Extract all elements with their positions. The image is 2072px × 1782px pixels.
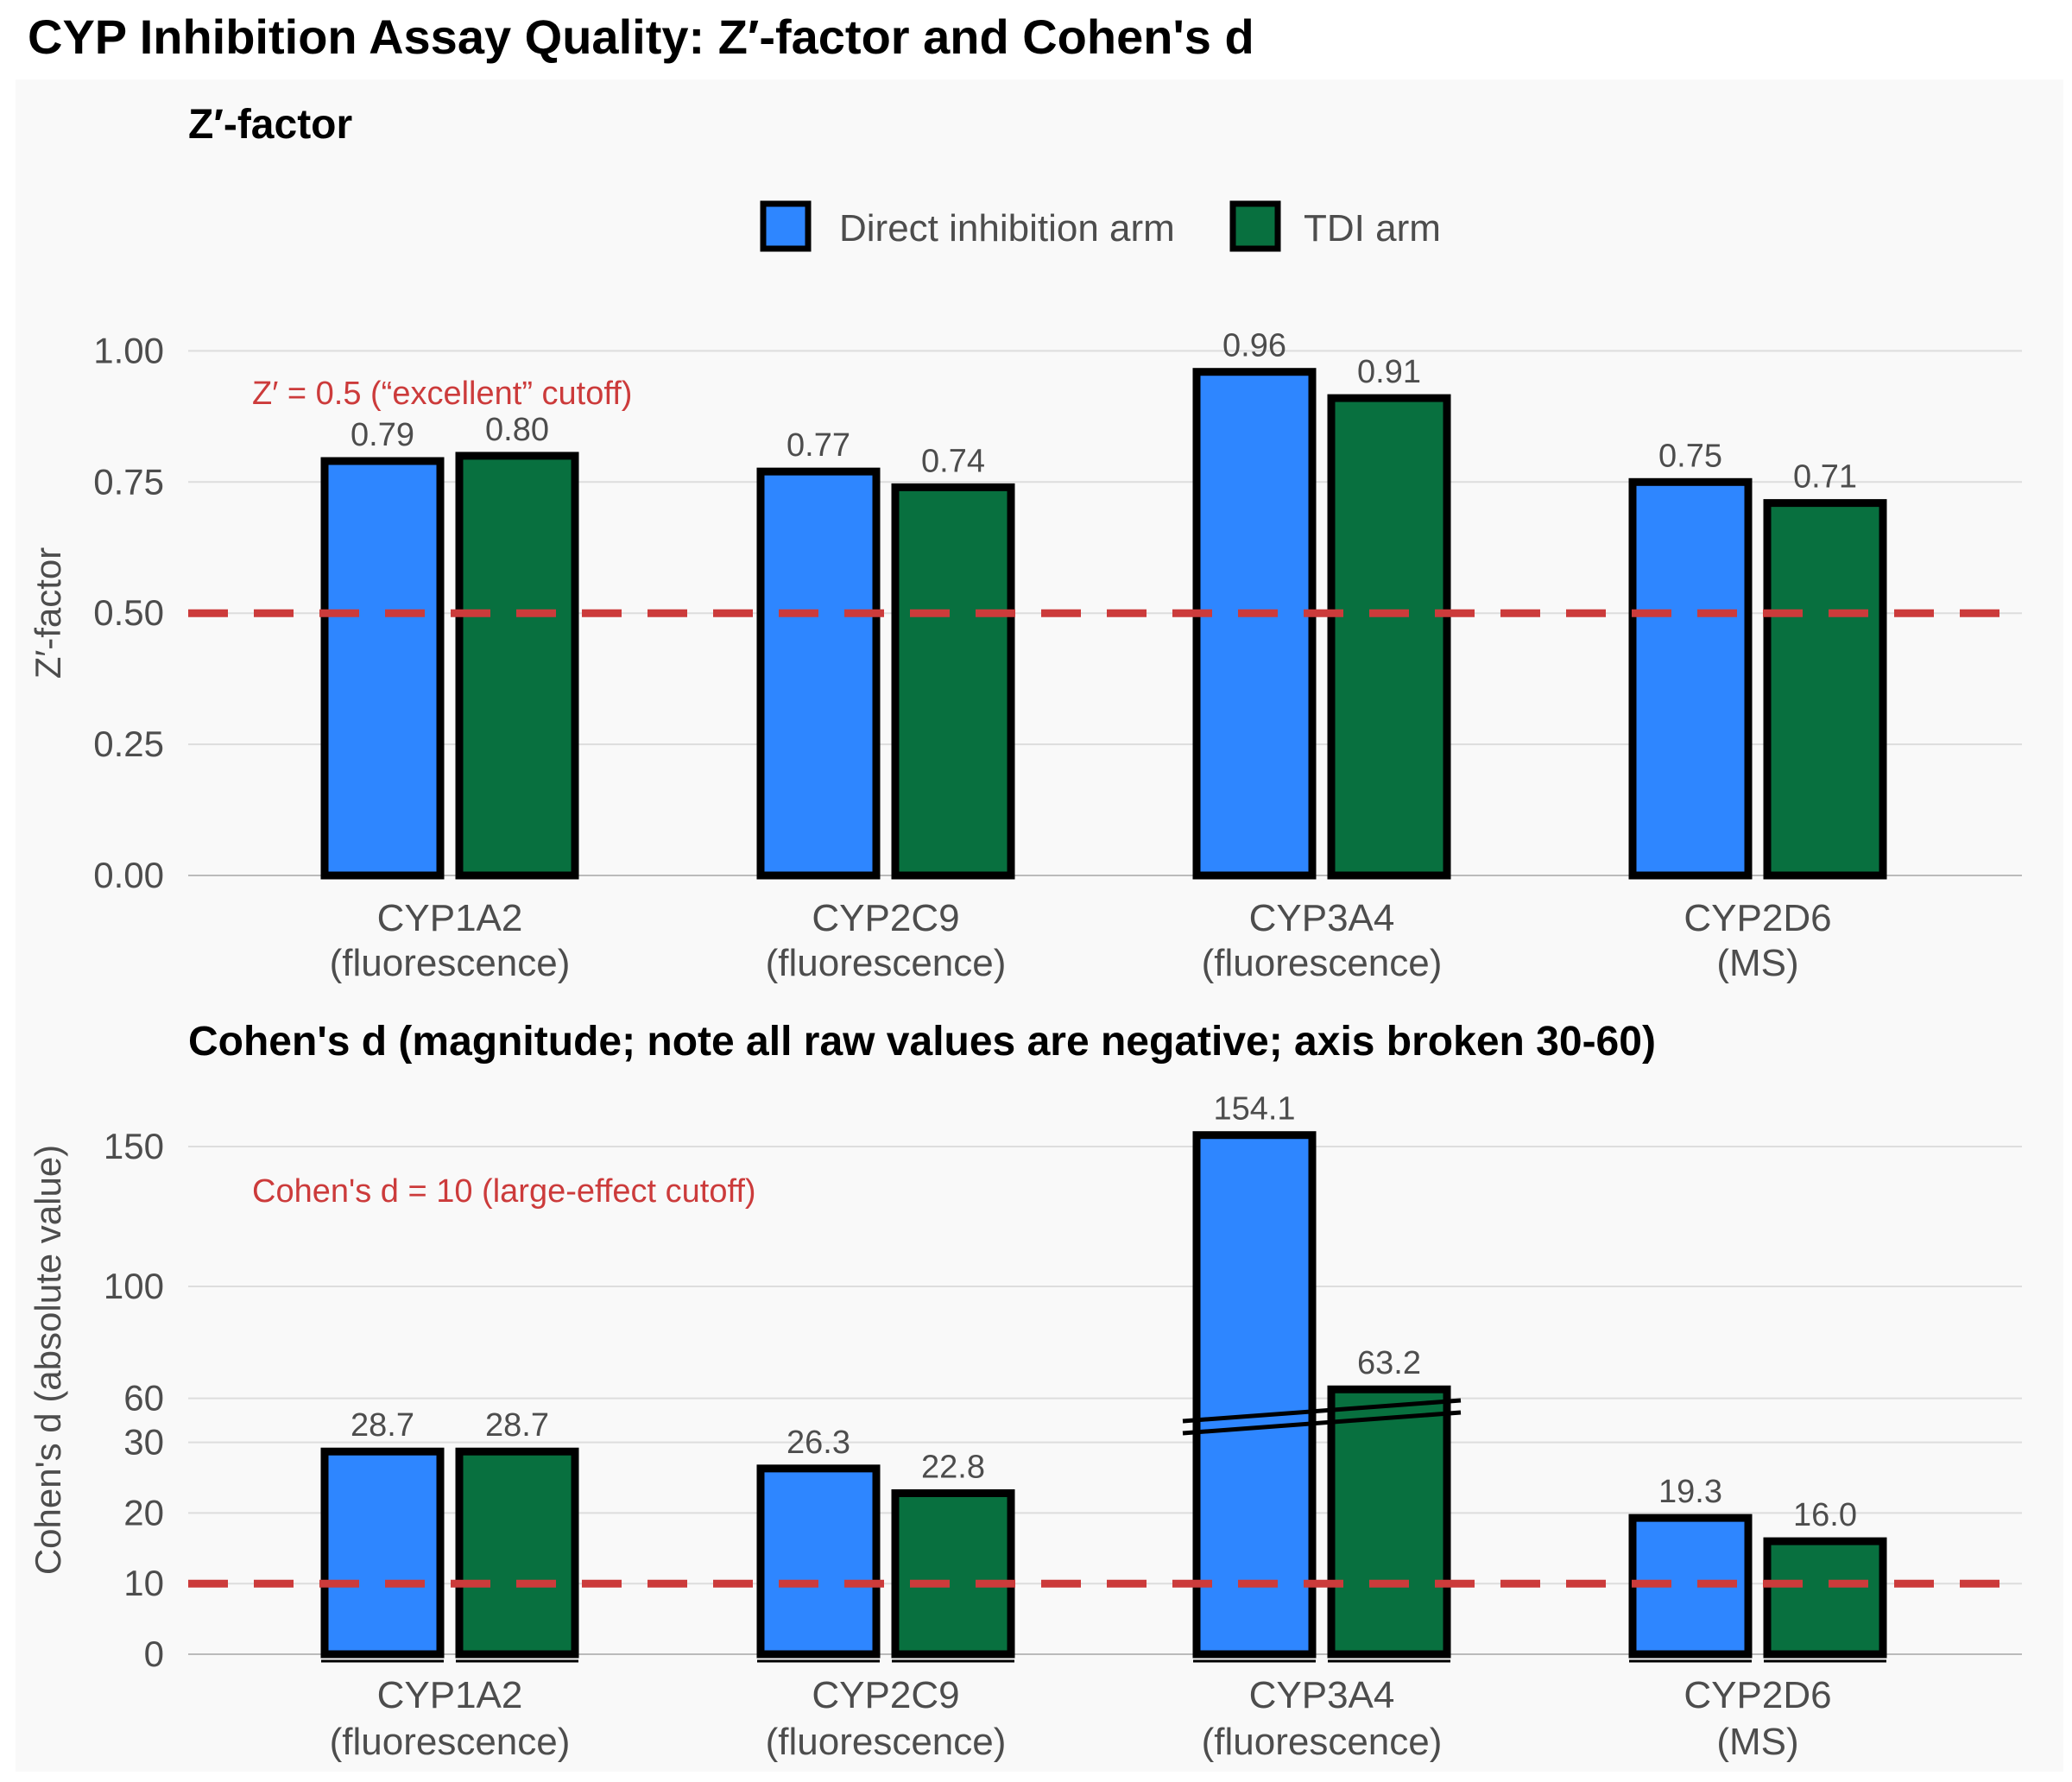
legend: Direct inhibition arm TDI arm: [760, 200, 1441, 252]
zprime-x-tick-label: CYP2C9: [812, 897, 959, 939]
legend-swatch-direct: [760, 200, 812, 252]
zprime-panel: Z′-factor Z′-factor 0.00 0.25 0.50 0.75 1.00 0.…: [28, 102, 2022, 984]
cohens-d-bar-value-label: 16.0: [1793, 1497, 1857, 1533]
zprime-bar-value-label: 0.96: [1222, 328, 1286, 364]
axis-break-marker: [1182, 1398, 1462, 1424]
zprime-bar-tdi: [455, 452, 579, 880]
cohens-d-x-tick-sublabel: (fluorescence): [766, 1721, 1007, 1763]
cohens-d-bar-value-label: 26.3: [786, 1425, 850, 1461]
cohens-d-y-tick-label: 20: [123, 1492, 164, 1532]
cohens-d-reference-label: Cohen's d = 10 (large-effect cutoff): [252, 1173, 756, 1210]
cohens-d-bar-tdi: [891, 1488, 1015, 1659]
zprime-bar-value-label: 0.75: [1658, 438, 1722, 474]
zprime-bar-direct: [1628, 477, 1753, 880]
zprime-bar-direct: [320, 457, 445, 880]
zprime-x-tick-sublabel: (fluorescence): [1202, 942, 1443, 984]
cohens-d-y-tick-label: 30: [123, 1422, 164, 1463]
cohens-d-panel-title: Cohen's d (magnitude; note all raw value…: [188, 1019, 1656, 1065]
legend-swatch-tdi: [1229, 200, 1281, 252]
cohens-d-bar-tdi: [1763, 1537, 1887, 1659]
zprime-x-tick-sublabel: (fluorescence): [330, 942, 571, 984]
cohens-d-x-tick-sublabel: (MS): [1716, 1721, 1798, 1763]
cohens-d-panel: Cohen's d (magnitude; note all raw value…: [28, 1019, 2022, 1763]
cohens-d-x-tick-sublabel: (fluorescence): [330, 1721, 571, 1763]
zprime-bar-value-label: 0.79: [351, 417, 414, 453]
cohens-d-x-tick-label: CYP3A4: [1249, 1674, 1395, 1716]
zprime-x-tick-label: CYP3A4: [1249, 897, 1395, 939]
zprime-y-tick-label: 0.00: [93, 855, 164, 895]
cohens-d-x-tick-sublabel: (fluorescence): [1202, 1721, 1443, 1763]
cohens-d-x-tick-label: CYP1A2: [377, 1674, 523, 1716]
cohens-d-bar-direct: [1192, 1131, 1317, 1659]
cohens-d-y-axis-label: Cohen's d (absolute value): [28, 1145, 68, 1575]
cohens-d-bar-tdi: [455, 1447, 579, 1659]
axis-break-marker: [1182, 1410, 1462, 1436]
cohens-d-bar-direct: [756, 1464, 881, 1659]
zprime-bar-tdi: [891, 483, 1015, 880]
legend-label-tdi: TDI arm: [1304, 207, 1441, 250]
cohens-d-x-tick-label: CYP2D6: [1684, 1674, 1831, 1716]
cohens-d-y-tick-label: 60: [123, 1378, 164, 1419]
cohens-d-bar-value-label: 19.3: [1658, 1474, 1722, 1510]
zprime-y-tick-label: 0.50: [93, 592, 164, 633]
zprime-y-tick-label: 1.00: [93, 330, 164, 370]
zprime-y-tick-label: 0.75: [93, 461, 164, 502]
zprime-x-tick-sublabel: (MS): [1716, 942, 1798, 984]
zprime-bar-direct: [1192, 368, 1317, 880]
cohens-d-bar-value-label: 28.7: [351, 1407, 414, 1444]
zprime-bar-value-label: 0.80: [485, 412, 549, 448]
cohens-d-y-tick-label: 10: [123, 1563, 164, 1603]
cohens-d-bar-value-label: 154.1: [1213, 1091, 1295, 1128]
cohens-d-y-tick-label: 100: [104, 1266, 164, 1306]
zprime-bar-value-label: 0.77: [786, 427, 850, 464]
legend-label-direct: Direct inhibition arm: [839, 207, 1175, 250]
zprime-bar-tdi: [1763, 499, 1887, 880]
zprime-y-axis-label: Z′-factor: [28, 547, 68, 679]
cohens-d-bar-tdi: [1327, 1385, 1451, 1659]
zprime-x-tick-label: CYP2D6: [1684, 897, 1831, 939]
figure-title: CYP Inhibition Assay Quality: Z′-factor …: [28, 9, 1254, 64]
zprime-reference-label: Z′ = 0.5 (“excellent” cutoff): [252, 376, 632, 412]
zprime-bar-value-label: 0.71: [1793, 459, 1857, 496]
cohens-d-bar-value-label: 22.8: [921, 1449, 985, 1485]
zprime-x-tick-sublabel: (fluorescence): [766, 942, 1007, 984]
cohens-d-y-tick-label: 150: [104, 1126, 164, 1166]
zprime-panel-title: Z′-factor: [188, 102, 352, 148]
cohens-d-x-tick-label: CYP2C9: [812, 1674, 959, 1716]
zprime-bar-value-label: 0.74: [921, 443, 985, 479]
cohens-d-y-tick-label: 0: [144, 1634, 164, 1674]
cohens-d-bar-value-label: 63.2: [1357, 1345, 1421, 1381]
cohens-d-bar-value-label: 28.7: [485, 1407, 549, 1444]
zprime-bar-direct: [756, 467, 881, 880]
zprime-bar-tdi: [1327, 394, 1451, 880]
zprime-x-tick-label: CYP1A2: [377, 897, 523, 939]
zprime-y-tick-label: 0.25: [93, 724, 164, 764]
cohens-d-bar-direct: [320, 1447, 445, 1659]
zprime-bar-value-label: 0.91: [1357, 354, 1421, 390]
